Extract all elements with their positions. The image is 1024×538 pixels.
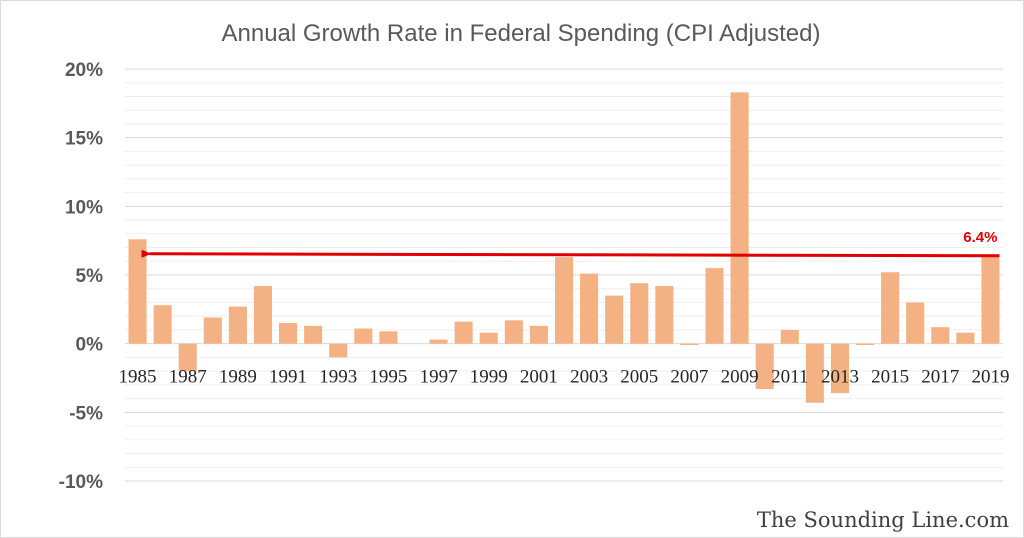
bar-2000 [504, 320, 523, 344]
bar-2010 [755, 343, 774, 389]
bar-2003 [580, 273, 599, 344]
bar-1993 [329, 343, 348, 358]
bar-2009 [730, 92, 749, 344]
bar-1994 [354, 328, 373, 344]
x-tick-label: 1997 [420, 367, 458, 388]
y-axis-tick-labels: -10% -5% 0% 5% 10% 15% 20% [59, 60, 103, 493]
bars [128, 92, 1000, 403]
x-tick-label: 2001 [520, 367, 558, 388]
bar-1997 [429, 339, 448, 344]
bar-2013 [830, 343, 849, 394]
y-tick-label: -10% [59, 472, 103, 493]
bar-2012 [805, 343, 824, 403]
bar-2014 [855, 343, 875, 346]
x-tick-label: 2007 [670, 367, 708, 388]
bar-2001 [529, 325, 548, 344]
bar-2016 [906, 302, 925, 344]
x-tick-label: 1989 [219, 367, 257, 388]
x-tick-label: 2015 [871, 367, 909, 388]
bar-2002 [554, 257, 574, 344]
bar-1999 [479, 332, 498, 344]
x-tick-label: 2009 [721, 367, 759, 388]
bar-2017 [931, 327, 950, 344]
x-tick-label: 1985 [119, 367, 157, 388]
average-annotation: 6.4% [141, 229, 1000, 258]
bar-1992 [304, 325, 323, 344]
bar-2019 [981, 255, 1000, 344]
bar-2007 [680, 343, 699, 346]
bar-2018 [956, 332, 975, 344]
x-tick-label: 1993 [319, 367, 357, 388]
bar-1985 [128, 239, 147, 344]
x-tick-label: 1995 [369, 367, 407, 388]
bar-1990 [253, 285, 273, 344]
y-tick-label: 15% [65, 129, 103, 150]
bar-1998 [454, 321, 473, 344]
chart-title: Annual Growth Rate in Federal Spending (… [221, 20, 820, 47]
average-arrow-line [141, 249, 1000, 258]
watermark-text: The Sounding Line.com [757, 508, 1009, 532]
bar-1987 [178, 343, 197, 372]
bar-1986 [153, 305, 172, 344]
x-tick-label: 2011 [771, 367, 808, 388]
x-tick-label: 2005 [620, 367, 658, 388]
bar-1988 [203, 317, 222, 344]
y-tick-label: 20% [65, 60, 103, 81]
x-tick-label: 2019 [971, 367, 1009, 388]
annotation-label: 6.4% [963, 229, 997, 246]
x-tick-label: 2013 [821, 367, 859, 388]
bar-2011 [780, 329, 799, 344]
bar-2004 [605, 295, 624, 344]
bar-1991 [279, 323, 298, 344]
x-tick-label: 2017 [921, 367, 959, 388]
y-tick-label: 10% [65, 197, 103, 218]
x-axis-tick-labels: 1985 1987 1989 1991 1993 1995 1997 1999 2001 2003… [119, 367, 1010, 388]
bar-1995 [379, 331, 398, 344]
bar-1989 [228, 306, 247, 344]
y-tick-label: 5% [76, 266, 104, 287]
y-tick-label: -5% [69, 403, 103, 424]
bar-2006 [655, 285, 674, 344]
x-tick-label: 1999 [470, 367, 508, 388]
bar-2005 [630, 283, 649, 344]
bar-2015 [881, 272, 900, 344]
x-tick-label: 1987 [169, 367, 207, 388]
bar-2008 [705, 268, 724, 344]
x-tick-label: 2003 [570, 367, 608, 388]
x-tick-label: 1991 [269, 367, 307, 388]
y-tick-label: 0% [76, 335, 104, 356]
